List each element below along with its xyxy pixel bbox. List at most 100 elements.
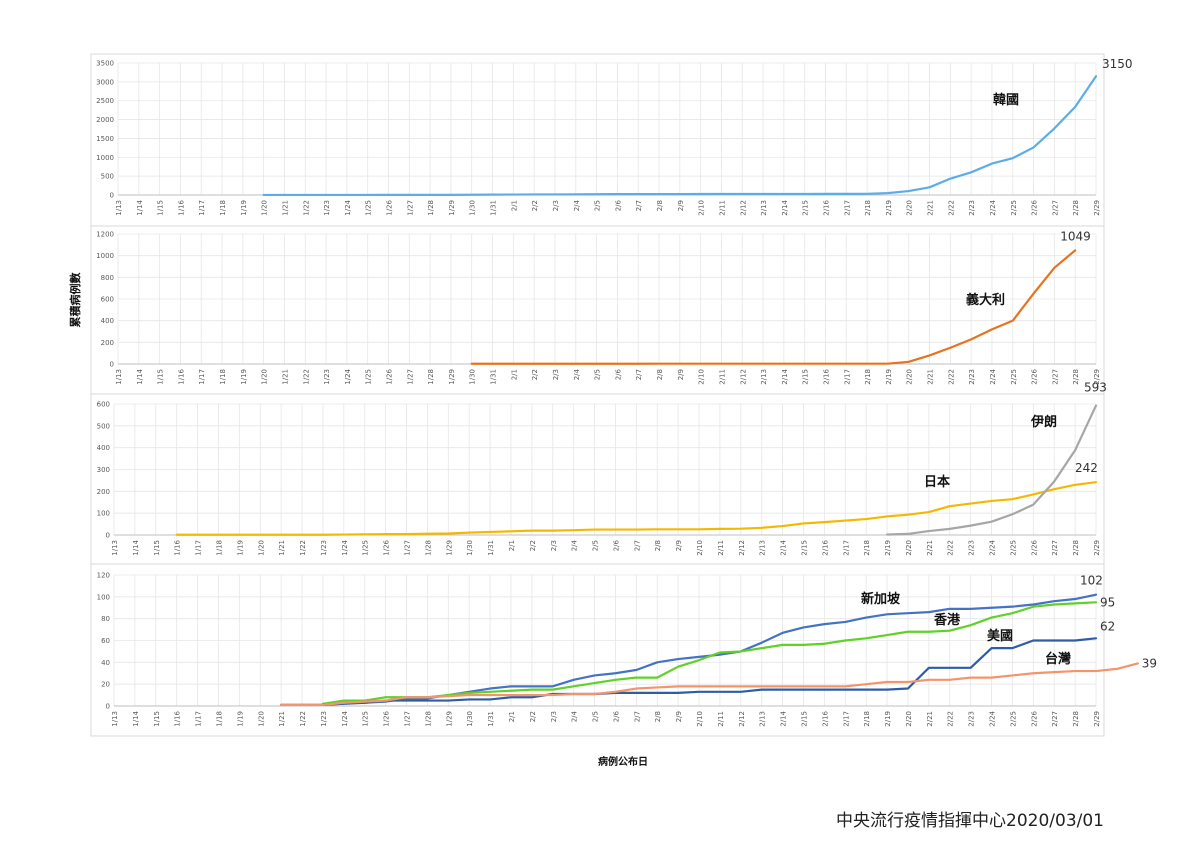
x-tick-label: 2/6 [612,710,620,722]
series-line-日本 [175,481,1098,536]
x-tick-label: 1/14 [136,199,144,215]
series-line-香港 [321,601,1098,705]
x-tick-label: 2/20 [905,711,913,727]
x-tick-label: 2/24 [989,539,997,555]
x-tick-label: 2/15 [802,369,810,385]
x-tick-label: 2/17 [843,200,851,216]
x-tick-label: 1/29 [445,540,453,556]
x-tick-label: 2/21 [927,369,935,385]
x-tick-label: 1/17 [195,540,203,556]
x-tick-label: 2/3 [552,369,560,380]
series-line-韓國 [262,75,1098,197]
x-tick-label: 2/15 [800,711,808,727]
x-tick-label: 2/14 [780,539,788,555]
series-end-value-label: 62 [1100,619,1115,633]
x-tick-label: 1/16 [174,539,182,555]
y-tick-label: 600 [97,401,110,409]
x-tick-label: 2/15 [800,540,808,556]
x-tick-label: 1/24 [341,710,349,726]
series-name-label: 美國 [987,628,1013,644]
x-tick-label: 1/16 [177,199,185,215]
chart-panel-2: 0 200 400 600 800 1000 1200 1/13 1/14 1/15 1/16 1/1… [90,225,1105,395]
x-tick-label: 1/30 [466,540,474,556]
x-tick-label: 1/26 [383,710,391,726]
x-tick-label: 1/24 [344,199,352,215]
x-tick-label: 1/24 [341,539,349,555]
y-tick-label: 2000 [96,116,114,124]
x-tick-label: 2/23 [968,540,976,556]
x-tick-label: 2/24 [989,368,997,384]
x-tick-label: 2/3 [550,711,558,722]
x-tick-label: 2/22 [947,369,955,385]
x-tick-label: 2/11 [717,540,725,556]
x-tick-label: 2/21 [927,200,935,216]
x-tick-label: 1/20 [257,540,265,556]
x-tick-label: 1/30 [466,711,474,727]
x-tick-label: 1/14 [132,710,140,726]
x-tick-label: 2/11 [717,711,725,727]
x-tick-label: 1/20 [261,200,269,216]
x-tick-label: 2/17 [842,540,850,556]
x-tick-label: 1/16 [174,710,182,726]
x-tick-label: 2/13 [760,200,768,216]
panel-border [90,393,1105,565]
x-tick-label: 2/27 [1051,200,1059,216]
x-tick-label: 2/19 [884,540,892,556]
x-tick-label: 2/10 [698,200,706,216]
x-tick-label: 2/29 [1093,200,1101,216]
x-tick-label: 1/15 [153,540,161,556]
series-line-伊朗 [885,404,1098,536]
x-tick-label: 2/25 [1009,540,1017,556]
x-tick-label: 1/28 [424,540,432,556]
x-tick-label: 2/28 [1072,540,1080,556]
y-tick-label: 0 [106,703,110,711]
chart-panel-3: 0 100 200 300 400 500 600 1/13 1/14 1/15 1/16 1/17 1… [90,381,1107,565]
x-tick-label: 1/29 [445,711,453,727]
x-tick-label: 2/12 [738,540,746,556]
x-tick-label: 1/25 [365,200,373,216]
y-tick-label: 0 [110,361,114,369]
series-end-value-label: 242 [1075,461,1098,475]
x-tick-label: 2/18 [864,369,872,385]
x-tick-label: 2/2 [531,369,539,380]
x-tick-label: 1/17 [195,711,203,727]
x-tick-label: 2/4 [573,368,581,380]
y-tick-label: 100 [97,593,110,601]
x-tick-label: 1/27 [404,540,412,556]
x-tick-label: 2/26 [1030,710,1038,726]
y-tick-label: 1000 [96,252,114,260]
x-tick-label: 2/4 [573,199,581,211]
x-tick-label: 2/5 [594,200,602,211]
series-line-義大利 [470,249,1077,365]
x-tick-label: 2/14 [781,368,789,384]
x-tick-label: 2/28 [1072,200,1080,216]
x-tick-label: 1/21 [278,540,286,556]
x-tick-label: 2/26 [1030,539,1038,555]
x-tick-label: 2/15 [802,200,810,216]
x-tick-label: 2/10 [696,540,704,556]
panel-border [90,53,1105,227]
x-tick-label: 1/18 [219,369,227,385]
x-tick-label: 2/23 [968,369,976,385]
series-end-value-label: 593 [1084,381,1107,395]
y-tick-label: 400 [101,317,114,325]
x-tick-label: 2/1 [508,540,516,551]
series-name-label: 伊朗 [1030,414,1057,430]
x-tick-label: 1/20 [261,369,269,385]
x-tick-label: 1/26 [386,199,394,215]
x-tick-label: 1/18 [215,711,223,727]
x-tick-label: 2/22 [947,200,955,216]
x-tick-label: 2/21 [926,711,934,727]
x-tick-label: 1/31 [490,369,498,385]
x-tick-label: 2/18 [863,540,871,556]
x-tick-label: 2/16 [821,539,829,555]
x-tick-label: 2/1 [508,711,516,722]
y-tick-label: 0 [110,192,114,200]
x-tick-label: 2/29 [1093,369,1101,385]
x-tick-label: 2/9 [677,369,685,380]
series-end-value-label: 3150 [1102,57,1133,71]
x-tick-label: 2/5 [594,369,602,380]
x-tick-label: 2/7 [635,369,643,380]
x-tick-label: 2/11 [718,369,726,385]
series-name-label: 台灣 [1045,651,1071,667]
